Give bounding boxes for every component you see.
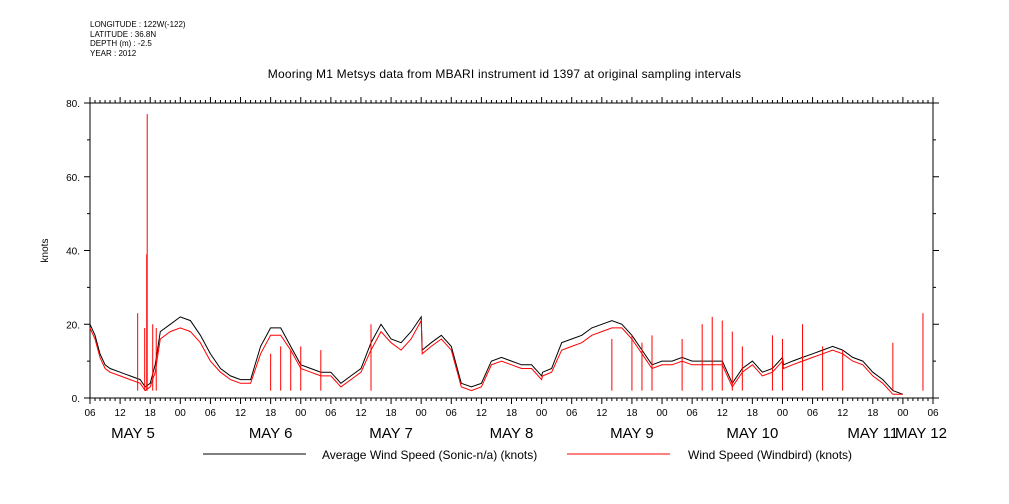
x-tick-label: 12 — [355, 408, 367, 419]
x-day-label: MAY 6 — [249, 425, 293, 442]
x-tick-label: 00 — [175, 408, 187, 419]
x-tick-label: 18 — [747, 408, 759, 419]
y-tick-label: 20. — [66, 320, 80, 331]
x-tick-label: 00 — [777, 408, 789, 419]
year-text: YEAR : 2012 — [90, 48, 137, 58]
x-tick-label: 06 — [927, 408, 939, 419]
x-tick-label: 06 — [205, 408, 217, 419]
y-tick-label: 0. — [72, 394, 80, 405]
longitude-text: LONGITUDE : 122W(-122) — [90, 20, 186, 29]
x-tick-label: 00 — [295, 408, 307, 419]
legend-label-average: Average Wind Speed (Sonic-n/a) (knots) — [322, 448, 537, 462]
x-tick-label: 06 — [687, 408, 699, 419]
legend-label-windbird: Wind Speed (Windbird) (knots) — [688, 448, 852, 462]
plot-frame — [89, 102, 934, 399]
x-tick-label: 00 — [536, 408, 548, 419]
x-tick-label: 12 — [596, 408, 608, 419]
y-tick-label: 40. — [66, 247, 80, 258]
y-axis-label: knots — [40, 239, 51, 263]
x-tick-label: 18 — [265, 408, 277, 419]
x-tick-label: 00 — [656, 408, 668, 419]
x-tick-label: 06 — [84, 408, 96, 419]
x-tick-label: 06 — [446, 408, 458, 419]
x-tick-label: 12 — [717, 408, 729, 419]
depth-text: DEPTH (m) : -2.5 — [90, 39, 152, 48]
latitude-text: LATITUDE : 36.8N — [90, 29, 157, 39]
x-day-label: MAY 7 — [369, 425, 413, 442]
x-tick-label: 00 — [897, 408, 909, 419]
x-day-label: MAY 11 — [847, 425, 898, 442]
x-tick-label: 06 — [566, 408, 578, 419]
metadata-block: LONGITUDE : 122W(-122) LATITUDE : 36.8N … — [90, 20, 186, 58]
x-tick-label: 00 — [416, 408, 428, 419]
x-day-label: MAY 10 — [726, 425, 778, 442]
x-day-label: MAY 8 — [490, 425, 534, 442]
x-day-label: MAY 12 — [895, 425, 947, 442]
chart-title: Mooring M1 Metsys data from MBARI instru… — [267, 67, 742, 81]
x-tick-label: 12 — [476, 408, 488, 419]
x-tick-label: 18 — [145, 408, 157, 419]
x-tick-label: 18 — [626, 408, 638, 419]
y-tick-label: 80. — [66, 99, 80, 110]
x-tick-label: 18 — [506, 408, 518, 419]
x-tick-label: 12 — [837, 408, 849, 419]
x-tick-label: 12 — [235, 408, 247, 419]
x-tick-label: 12 — [115, 408, 127, 419]
x-day-label: MAY 5 — [111, 425, 155, 442]
y-tick-label: 60. — [66, 173, 80, 184]
x-tick-label: 06 — [325, 408, 337, 419]
x-tick-label: 06 — [807, 408, 819, 419]
windbird-wind-speed-line — [89, 318, 903, 395]
average-wind-speed-line — [89, 315, 904, 395]
x-tick-label: 18 — [867, 408, 879, 419]
x-tick-label: 18 — [386, 408, 398, 419]
x-day-label: MAY 9 — [610, 425, 654, 442]
